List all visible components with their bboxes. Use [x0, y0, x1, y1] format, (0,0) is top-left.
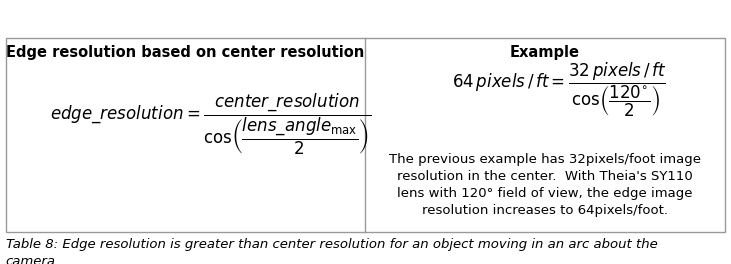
Text: $\mathit{edge\_resolution} = \dfrac{\mathit{center\_resolution}}{\cos\!\left(\df: $\mathit{edge\_resolution} = \dfrac{\mat… [50, 91, 371, 157]
Bar [6, 38, 725, 232]
Text: Table 8: Edge resolution is greater than center resolution for an object moving : Table 8: Edge resolution is greater than… [6, 238, 658, 264]
Text: The previous example has 32pixels/foot image
resolution in the center.  With The: The previous example has 32pixels/foot i… [389, 153, 701, 217]
Text: Example: Example [510, 45, 580, 60]
Text: Edge resolution based on center resolution: Edge resolution based on center resoluti… [6, 45, 365, 60]
Text: $\mathit{64\,pixels\,/\,ft} = \dfrac{\mathit{32\,pixels\,/\,ft}}{\cos\!\left(\df: $\mathit{64\,pixels\,/\,ft} = \dfrac{\ma… [452, 60, 667, 119]
